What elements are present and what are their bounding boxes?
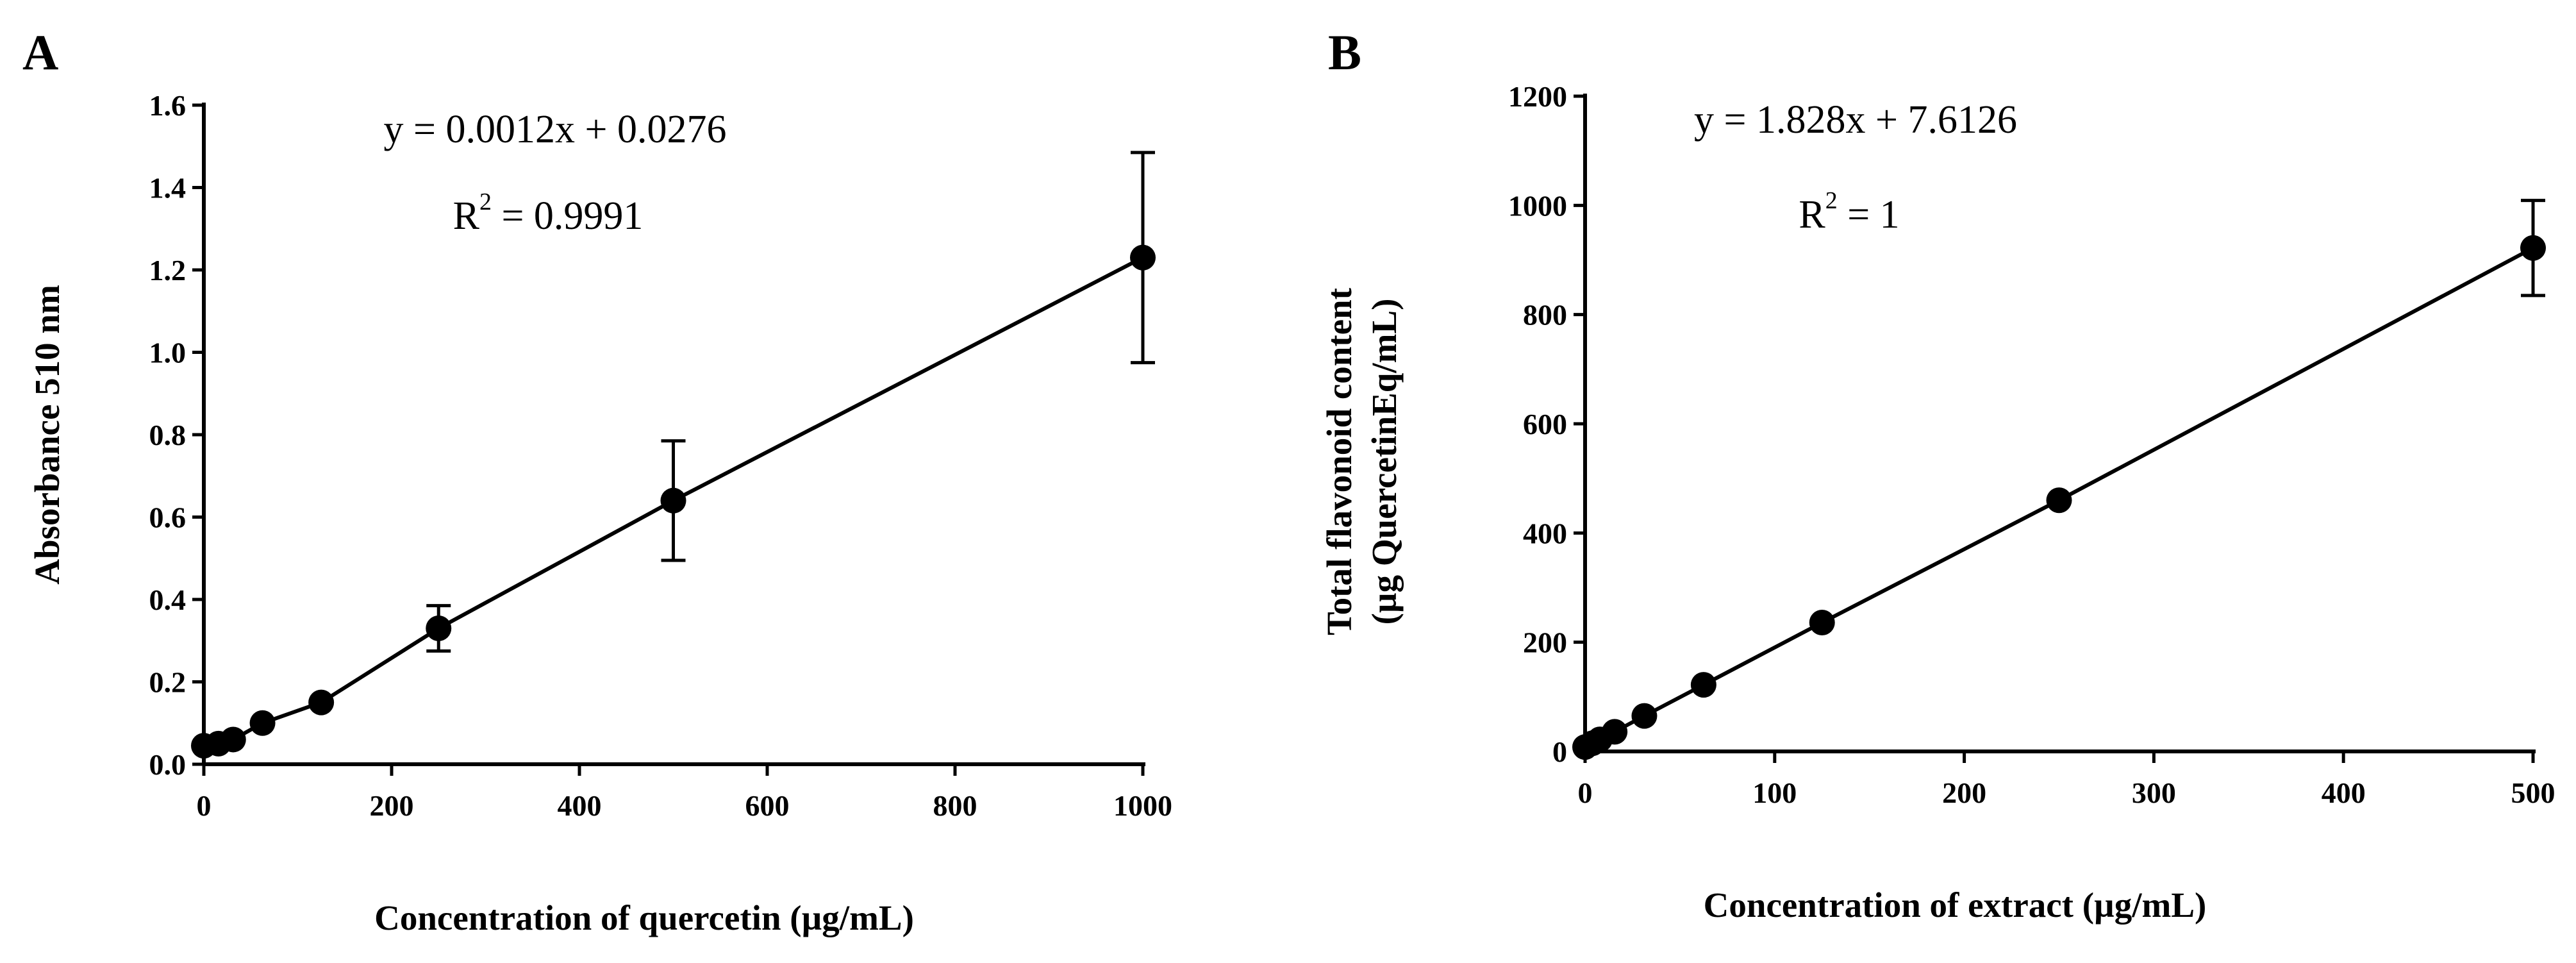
a-y-tick-label: 0.0 [149,748,187,781]
panel-a-equation: y = 0.0012x + 0.0276 [384,108,727,151]
panel-b-x-ticks: 0 100 200 300 400 500 [1578,751,2555,809]
panel-b-r2-prefix: R [1799,193,1825,237]
panel-a-x-ticks: 0 200 400 600 800 1000 [197,764,1172,822]
b-y-tick-label: 0 [1552,735,1567,768]
a-x-tick-label: 800 [933,789,977,822]
b-data-point [2520,235,2546,261]
panel-b-equation: y = 1.828x + 7.6126 [1694,98,2017,142]
panel-b-r2-exponent: 2 [1825,187,1838,214]
b-x-tick-label: 400 [2322,776,2366,809]
a-x-tick-label: 200 [370,789,414,822]
a-y-tick-label: 1.2 [149,254,187,287]
panel-a: A 0.0 0.2 0.4 0.6 0.8 1.0 1.2 1.4 1.6 0 200 400 600… [22,24,1172,937]
panel-b-y-ticks: 0 200 400 600 800 1000 1200 [1508,80,1585,768]
a-data-point [426,615,452,641]
a-data-point [249,710,276,736]
b-data-point [1690,672,1716,698]
a-x-tick-label: 600 [745,789,790,822]
panel-b-r-squared: R2 = 1 [1799,187,1899,237]
panel-b-y-axis-title-line2: (µg QuercetinEq/mL) [1365,299,1404,625]
panel-a-r2-prefix: R [453,194,480,238]
b-x-tick-label: 200 [1942,776,1986,809]
b-x-tick-label: 500 [2511,776,2555,809]
a-x-tick-label: 0 [197,789,212,822]
panel-b-x-axis-title: Concentration of extract (µg/mL) [1704,885,2207,925]
a-x-tick-label: 1000 [1113,789,1172,822]
b-y-tick-label: 600 [1523,408,1567,440]
b-y-tick-label: 200 [1523,626,1567,659]
a-data-point [660,487,686,514]
panel-b-marks [1572,199,2546,760]
a-y-tick-label: 1.6 [149,89,187,122]
a-x-tick-label: 400 [558,789,602,822]
b-x-tick-label: 300 [2132,776,2176,809]
b-x-tick-label: 100 [1752,776,1797,809]
b-data-point [1602,719,1628,745]
panel-a-r2-exponent: 2 [479,188,492,215]
b-y-tick-label: 400 [1523,517,1567,549]
panel-a-letter: A [22,24,58,80]
panel-a-r2-value: = 0.9991 [492,194,643,238]
b-y-tick-label: 1000 [1508,189,1567,222]
panel-b: B 0 200 400 600 800 1000 1200 0 100 200 300 400 500… [1320,24,2555,925]
panel-b-y-axis-title-line1: Total flavonoid content [1320,287,1359,635]
b-y-tick-label: 800 [1523,299,1567,331]
panel-b-letter: B [1328,24,1361,80]
panel-b-r2-value: = 1 [1838,193,1900,237]
a-data-point [1130,244,1156,271]
a-y-tick-label: 1.0 [149,337,187,369]
b-data-point [1809,610,1835,636]
b-y-tick-label: 1200 [1508,80,1567,113]
b-data-point [1631,703,1658,729]
panel-a-x-axis-title: Concentration of quercetin (µg/mL) [374,898,914,937]
a-data-point [308,689,335,716]
a-data-point [220,726,246,753]
panel-a-y-ticks: 0.0 0.2 0.4 0.6 0.8 1.0 1.2 1.4 1.6 [149,89,204,781]
panel-a-r-squared: R2 = 0.9991 [453,188,644,238]
a-y-tick-label: 0.8 [149,419,187,451]
a-y-tick-label: 1.4 [149,172,187,205]
a-y-tick-label: 0.6 [149,501,187,534]
b-data-point [2046,487,2072,514]
panel-a-y-axis-title: Absorbance 510 nm [28,285,67,585]
a-y-tick-label: 0.2 [149,666,187,699]
b-x-tick-label: 0 [1578,776,1593,809]
panel-a-marks [191,151,1156,759]
a-y-tick-label: 0.4 [149,583,187,616]
